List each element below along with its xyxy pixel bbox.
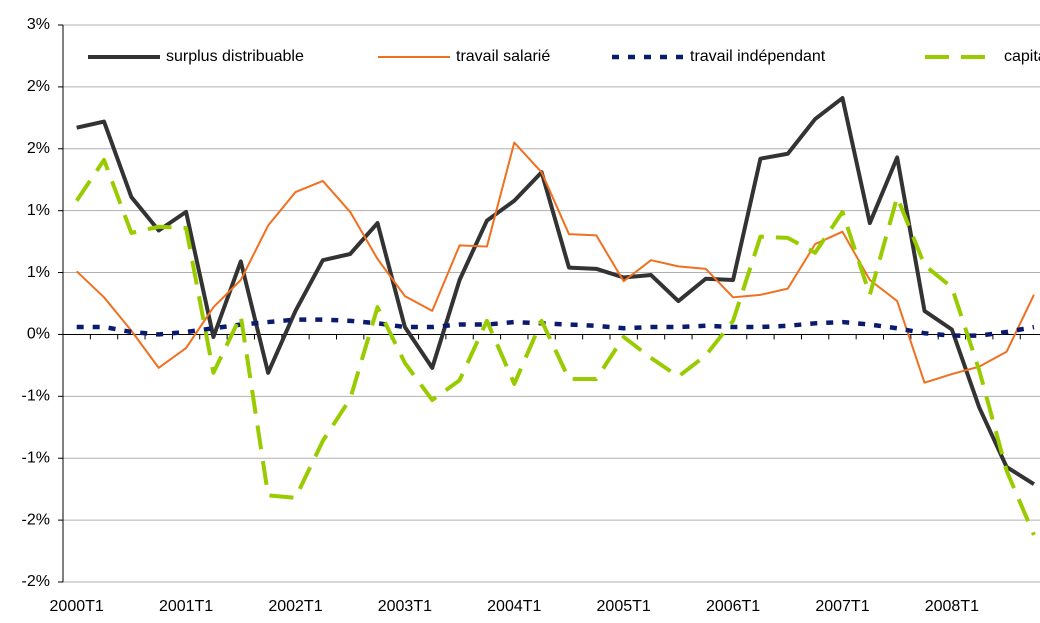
y-tick-label: 2%: [27, 78, 50, 95]
y-tick-label: -2%: [22, 511, 50, 528]
legend-label: capital: [1004, 48, 1040, 65]
y-tick-label: 1%: [27, 202, 50, 219]
legend-label: travail indépendant: [690, 48, 826, 65]
x-tick-label: 2000T1: [50, 598, 104, 615]
x-tick-label: 2005T1: [597, 598, 651, 615]
legend-label: surplus distribuable: [166, 48, 304, 65]
series-line: [75, 157, 1036, 536]
y-tick-label: 3%: [27, 16, 50, 33]
x-tick-label: 2008T1: [925, 598, 979, 615]
y-tick-label: -1%: [22, 388, 50, 405]
x-tick-label: 2001T1: [159, 598, 213, 615]
x-tick-label: 2004T1: [487, 598, 541, 615]
y-tick-label: -2%: [22, 573, 50, 590]
series-line: [76, 96, 1036, 486]
y-tick-label: -1%: [22, 449, 50, 466]
y-tick-label: 0%: [27, 326, 50, 343]
y-tick-label: 1%: [27, 264, 50, 281]
x-tick-label: 2007T1: [815, 598, 869, 615]
x-tick-label: 2002T1: [268, 598, 322, 615]
x-tick-label: 2003T1: [378, 598, 432, 615]
plot-lines: [75, 96, 1036, 536]
x-tick-label: 2006T1: [706, 598, 760, 615]
y-tick-label: 2%: [27, 140, 50, 157]
legend-label: travail salarié: [456, 48, 550, 65]
